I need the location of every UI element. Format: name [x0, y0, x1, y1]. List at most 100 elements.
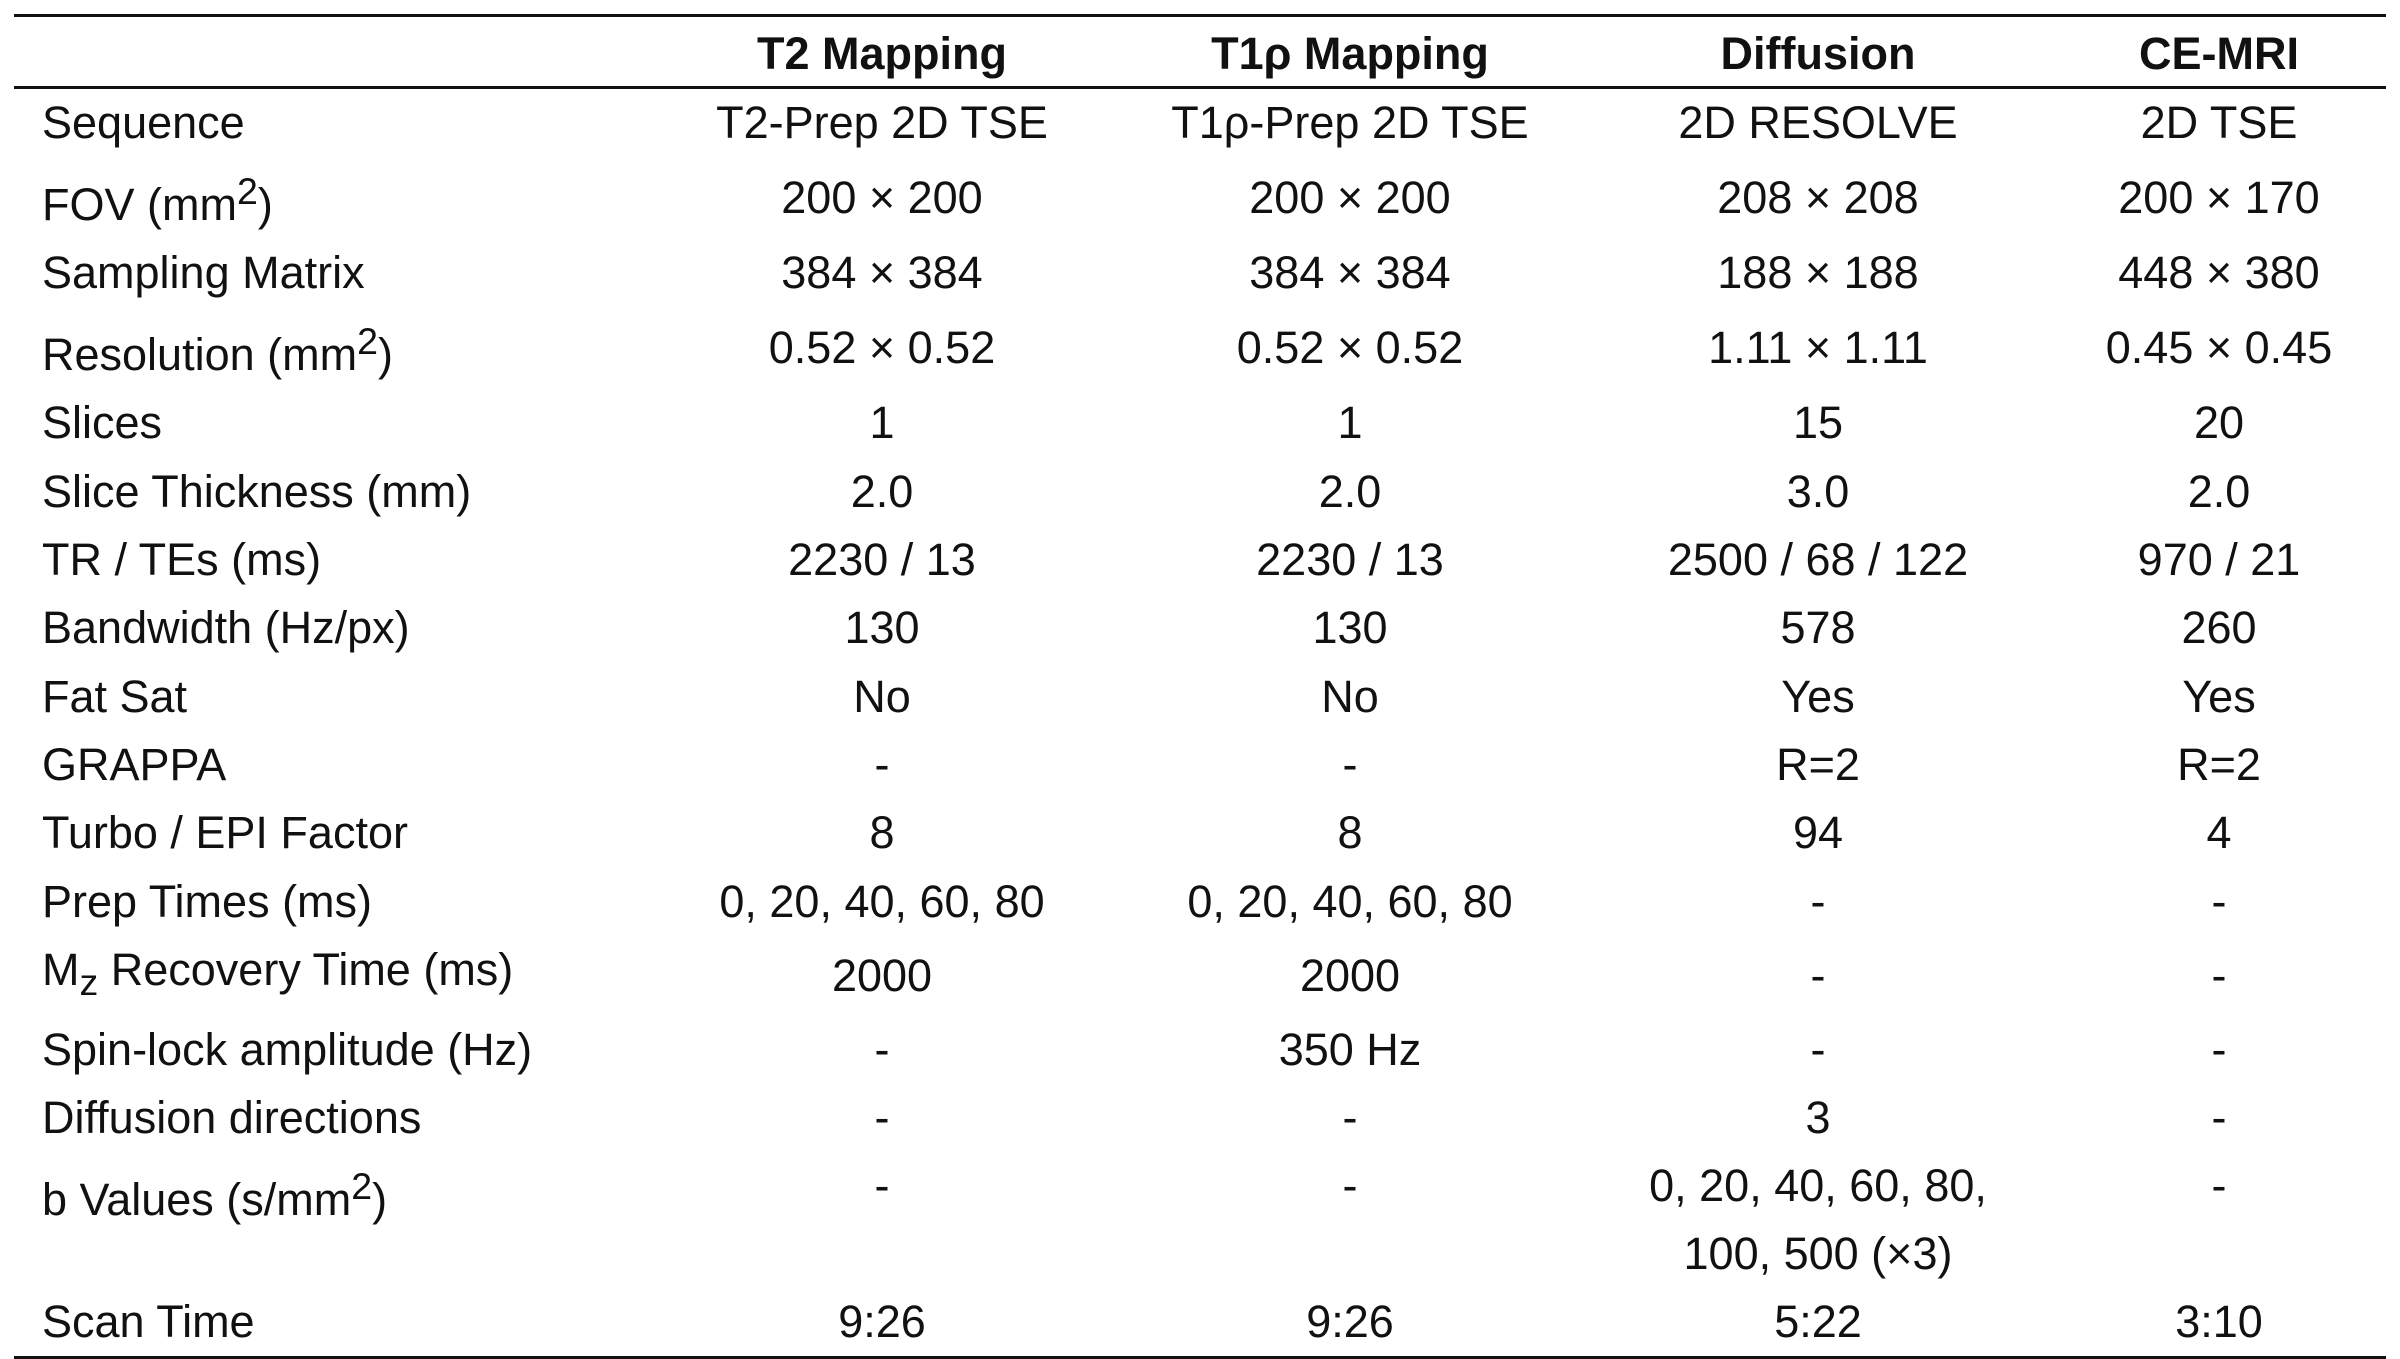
table-row: Diffusion directions - - 3 - — [14, 1084, 2386, 1152]
row-label: Diffusion directions — [42, 1092, 422, 1144]
row-label: Resolution (mm2) — [42, 320, 393, 381]
table-cell: 350 Hz — [1278, 1023, 1422, 1075]
table-cell: 5:22 — [1774, 1296, 1862, 1348]
table-row: FOV (mm2) 200 × 200 200 × 200 208 × 208 … — [14, 157, 2386, 239]
table-cell: R=2 — [2177, 738, 2261, 790]
table-cell: - — [1810, 949, 1826, 1001]
table-cell: 4 — [2206, 807, 2232, 859]
table-cell: 260 — [2181, 602, 2257, 654]
table-cell: 8 — [869, 807, 895, 859]
table-cell: 200 × 200 — [1249, 172, 1451, 223]
row-label: Bandwidth (Hz/px) — [42, 602, 410, 654]
table-cell: 2D RESOLVE — [1678, 97, 1958, 148]
b-values-line-2: 100, 500 (×3) — [1683, 1228, 1953, 1280]
row-label: Turbo / EPI Factor — [42, 807, 408, 859]
table-cell: 448 × 380 — [2118, 247, 2320, 299]
table-row: b Values (s/mm2) - - 0, 20, 40, 60, 80, 1… — [14, 1152, 2386, 1288]
row-label: b Values (s/mm2) — [42, 1165, 388, 1226]
table-cell: 0, 20, 40, 60, 80, 100, 500 (×3) — [1584, 1152, 2052, 1288]
table-cell: 384 × 384 — [1249, 247, 1451, 299]
table-cell: - — [1342, 1092, 1358, 1144]
row-label: Prep Times (ms) — [42, 875, 373, 927]
table-cell: 2.0 — [850, 465, 914, 517]
table-row: Turbo / EPI Factor 8 8 94 4 — [14, 799, 2386, 867]
row-label: Scan Time — [42, 1296, 255, 1348]
header-cell-empty — [14, 16, 648, 88]
table-row: Bandwidth (Hz/px) 130 130 578 260 — [14, 594, 2386, 662]
table-cell: 188 × 188 — [1717, 247, 1919, 299]
table-cell: 130 — [844, 602, 920, 654]
table-cell: 130 — [1312, 602, 1388, 654]
table-cell: - — [2211, 875, 2227, 927]
table-row: Mz Recovery Time (ms) 2000 2000 - - — [14, 936, 2386, 1016]
table-cell: 2230 / 13 — [1256, 534, 1444, 586]
table-cell: - — [2211, 1023, 2227, 1075]
table-row: Slices 1 1 15 20 — [14, 389, 2386, 457]
table-cell: 0, 20, 40, 60, 80 — [1187, 875, 1513, 927]
table-cell: 8 — [1337, 807, 1363, 859]
table-cell: 0.52 × 0.52 — [1236, 322, 1464, 374]
table-cell: 2.0 — [2187, 465, 2251, 517]
table-cell: T2-Prep 2D TSE — [716, 97, 1048, 148]
mri-parameters-table: T2 Mapping T1ρ Mapping Diffusion CE-MRI … — [14, 14, 2386, 1359]
table-cell: - — [1342, 738, 1358, 790]
table-cell: 384 × 384 — [781, 247, 983, 299]
row-label: GRAPPA — [42, 738, 227, 790]
table-cell: - — [2211, 1160, 2227, 1212]
b-values-line-1: 0, 20, 40, 60, 80, — [1649, 1160, 1987, 1212]
table-row: TR / TEs (ms) 2230 / 13 2230 / 13 2500 /… — [14, 526, 2386, 594]
header-cell-diffusion: Diffusion — [1720, 28, 1916, 79]
table-cell: 200 × 170 — [2118, 172, 2320, 223]
table-cell: R=2 — [1776, 738, 1860, 790]
row-label: TR / TEs (ms) — [42, 534, 322, 586]
table-cell: 208 × 208 — [1717, 172, 1919, 223]
table-row: Sampling Matrix 384 × 384 384 × 384 188 … — [14, 239, 2386, 307]
table-row: Prep Times (ms) 0, 20, 40, 60, 80 0, 20,… — [14, 867, 2386, 935]
table-cell: - — [874, 1160, 890, 1212]
table-cell: - — [2211, 949, 2227, 1001]
table-row: Spin-lock amplitude (Hz) - 350 Hz - - — [14, 1016, 2386, 1084]
table-cell: 0.52 × 0.52 — [768, 322, 996, 374]
header-cell-t1rho-mapping: T1ρ Mapping — [1211, 28, 1489, 79]
table-cell: No — [1321, 670, 1379, 722]
row-label: FOV (mm2) — [42, 170, 273, 230]
table-cell: 0.45 × 0.45 — [2105, 322, 2333, 374]
table-row: Resolution (mm2) 0.52 × 0.52 0.52 × 0.52… — [14, 307, 2386, 389]
table-cell: 3:10 — [2175, 1296, 2263, 1348]
row-label: Spin-lock amplitude (Hz) — [42, 1023, 533, 1075]
table-cell: 20 — [2193, 397, 2245, 449]
row-label: Slice Thickness (mm) — [42, 465, 472, 517]
table-cell: 3 — [1805, 1092, 1831, 1144]
table-cell: T1ρ-Prep 2D TSE — [1171, 97, 1529, 148]
table-cell: 15 — [1792, 397, 1844, 449]
header-cell-ce-mri: CE-MRI — [2139, 28, 2299, 79]
table-cell: 3.0 — [1786, 465, 1850, 517]
table-cell: 200 × 200 — [781, 172, 983, 223]
table-row: Scan Time 9:26 9:26 5:22 3:10 — [14, 1288, 2386, 1358]
table-cell: 2000 — [831, 949, 933, 1001]
header-row: T2 Mapping T1ρ Mapping Diffusion CE-MRI — [14, 15, 2386, 88]
table-cell: - — [1810, 875, 1826, 927]
table-cell: 9:26 — [1306, 1296, 1394, 1348]
table-cell: 2D TSE — [2140, 97, 2298, 148]
table-cell: - — [874, 1092, 890, 1144]
table-cell: 1.11 × 1.11 — [1708, 322, 1928, 374]
table-row: Sequence T2-Prep 2D TSE T1ρ-Prep 2D TSE … — [14, 88, 2386, 158]
table-cell: 970 / 21 — [2137, 534, 2301, 586]
table-cell: - — [874, 1023, 890, 1075]
table-cell: No — [853, 670, 911, 722]
table-cell: 2500 / 68 / 122 — [1667, 534, 1969, 586]
table-cell: - — [1810, 1023, 1826, 1075]
table-row: Slice Thickness (mm) 2.0 2.0 3.0 2.0 — [14, 458, 2386, 526]
table-cell: - — [2211, 1092, 2227, 1144]
table-cell: 578 — [1780, 602, 1856, 654]
row-label: Sequence — [42, 97, 245, 148]
row-label: Sampling Matrix — [42, 247, 365, 299]
header-cell-t2-mapping: T2 Mapping — [757, 28, 1007, 79]
row-label: Slices — [42, 397, 163, 449]
table-cell: 94 — [1792, 807, 1844, 859]
table-cell: - — [1342, 1160, 1358, 1212]
table-cell: 2230 / 13 — [788, 534, 976, 586]
table-cell: 9:26 — [838, 1296, 926, 1348]
table-cell: 1 — [869, 397, 895, 449]
